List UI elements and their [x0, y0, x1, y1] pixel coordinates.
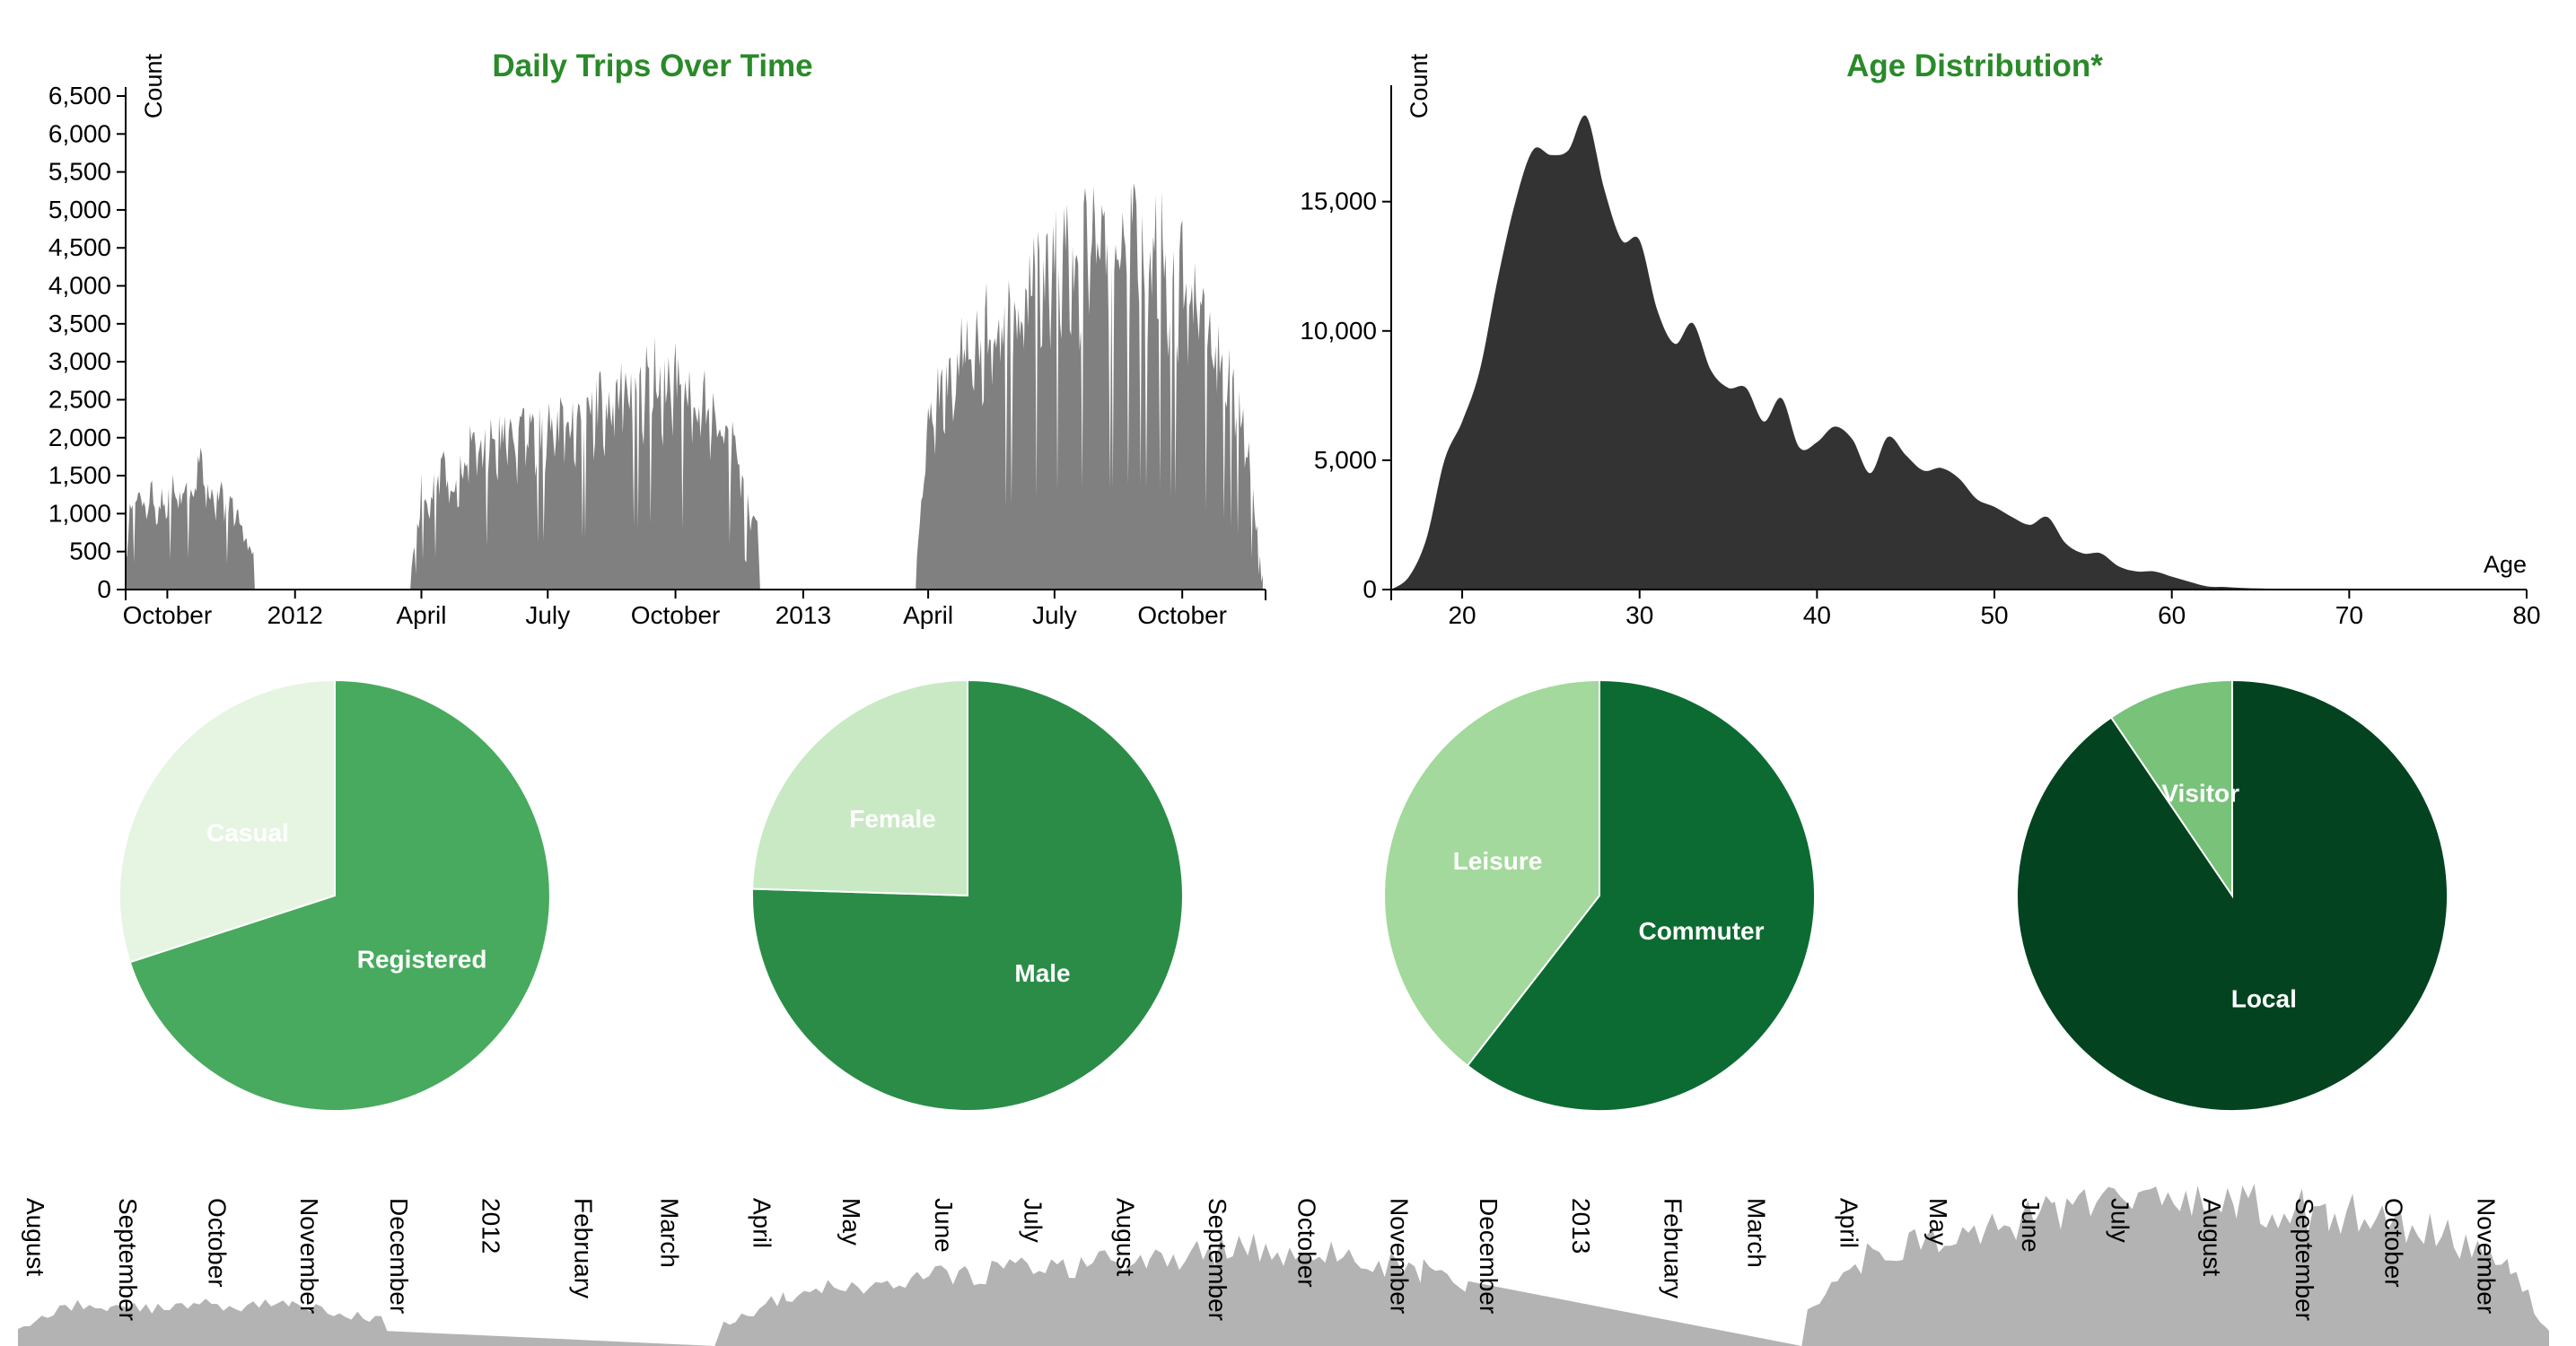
daily-x-tick-label: July — [1032, 601, 1077, 629]
daily-trips-y-axis: 0 500 1,000 1,500 2,000 2,500 3,000 3,500 4,000 4… — [48, 82, 126, 603]
daily-x-tick-label: 2013 — [775, 601, 831, 629]
timeline-month-label: October — [203, 1198, 231, 1288]
daily-y-tick-label: 3,500 — [48, 310, 111, 337]
age-x-tick-label: 40 — [1803, 601, 1831, 629]
age-x-tick-label: 30 — [1625, 601, 1653, 629]
pie-label-female: Female — [849, 805, 936, 833]
timeline-month-label: November — [2473, 1198, 2501, 1314]
pie-slice-commuter[interactable] — [1466, 678, 1817, 1112]
daily-y-tick-label: 0 — [97, 575, 111, 603]
daily-x-tick-label: October — [631, 601, 721, 629]
age-distribution-y-axis: 0 5,000 10,000 15,000 — [1300, 188, 1391, 603]
daily-x-tick-label: July — [525, 601, 570, 629]
timeline-month-label: August — [1111, 1198, 1139, 1276]
pie-label-visitor: Visitor — [2161, 779, 2239, 807]
daily-trips-chart: Daily Trips Over Time Count 0 500 1,000 1,5… — [48, 48, 1266, 629]
age-y-tick-label: 5,000 — [1314, 446, 1377, 474]
age-distribution-x-axis-label: Age — [2484, 551, 2527, 578]
pie-slice-casual[interactable] — [118, 678, 336, 964]
timeline-month-label: November — [295, 1198, 323, 1314]
daily-x-tick-label: October — [123, 601, 213, 629]
daily-trips-title: Daily Trips Over Time — [492, 48, 812, 83]
pie-slice-leisure[interactable] — [1383, 678, 1600, 1068]
daily-y-tick-label: 4,000 — [48, 272, 111, 300]
daily-y-tick-label: 500 — [69, 538, 111, 565]
timeline-month-label: March — [1743, 1198, 1771, 1268]
daily-trips-y-axis-label: Count — [140, 54, 167, 119]
age-y-tick-label: 0 — [1362, 575, 1377, 603]
daily-y-tick-label: 4,500 — [48, 233, 111, 261]
timeline-month-label: February — [570, 1198, 598, 1298]
daily-trips-x-axis: October 2012 April July October 2013 April July… — [123, 590, 1266, 629]
timeline-month-label: December — [385, 1198, 413, 1314]
timeline-month-labels: August September October November December 20… — [22, 1198, 2501, 1321]
timeline-month-label: February — [1660, 1198, 1687, 1298]
pie-label-casual: Casual — [206, 819, 289, 847]
pie-slice-local[interactable] — [2016, 678, 2449, 1112]
age-x-tick-label: 50 — [1980, 601, 2008, 629]
pie-label-local: Local — [2231, 985, 2297, 1013]
daily-x-tick-label: April — [903, 601, 953, 629]
age-distribution-x-axis: 20 30 40 50 60 70 80 — [1390, 590, 2541, 629]
timeline-month-label: July — [2106, 1198, 2134, 1243]
timeline-month-label: October — [1293, 1198, 1321, 1288]
pie-label-commuter: Commuter — [1638, 917, 1764, 945]
trip-purpose-pie-chart[interactable]: Commuter Leisure — [1383, 678, 1817, 1112]
timeline-brush[interactable]: August September October November December 20… — [18, 1184, 2549, 1346]
daily-y-tick-label: 5,000 — [48, 196, 111, 223]
timeline-brush-area[interactable] — [18, 1184, 2549, 1346]
timeline-month-label: September — [2291, 1198, 2318, 1321]
residency-pie-chart[interactable]: Local Visitor — [2016, 678, 2449, 1112]
daily-x-tick-label: 2012 — [267, 601, 323, 629]
timeline-month-label: December — [1475, 1198, 1503, 1314]
daily-x-tick-label: October — [1137, 601, 1227, 629]
age-x-tick-label: 60 — [2158, 601, 2186, 629]
pie-label-male: Male — [1014, 959, 1070, 987]
timeline-month-label: October — [2380, 1198, 2408, 1288]
daily-y-tick-label: 6,500 — [48, 82, 111, 109]
age-x-tick-label: 80 — [2512, 601, 2540, 629]
timeline-month-label: 2012 — [478, 1198, 505, 1254]
age-y-tick-label: 15,000 — [1300, 188, 1377, 215]
daily-y-tick-label: 3,000 — [48, 347, 111, 375]
timeline-month-label: July — [1019, 1198, 1047, 1243]
pie-slice-female[interactable] — [751, 678, 968, 897]
pie-label-registered: Registered — [357, 946, 487, 974]
age-distribution-y-axis-label: Count — [1406, 54, 1433, 119]
timeline-month-label: June — [2017, 1198, 2045, 1253]
age-distribution-title: Age Distribution* — [1846, 48, 2103, 83]
age-y-tick-label: 10,000 — [1300, 317, 1377, 345]
daily-y-tick-label: 5,500 — [48, 158, 111, 186]
age-x-tick-label: 70 — [2335, 601, 2363, 629]
age-distribution-chart: Age Distribution* Count Age 0 5,000 10,000… — [1300, 48, 2540, 629]
timeline-month-label: 2013 — [1567, 1198, 1595, 1254]
age-distribution-area — [1391, 115, 2527, 590]
daily-y-tick-label: 2,500 — [48, 385, 111, 413]
daily-y-tick-label: 1,000 — [48, 499, 111, 527]
timeline-month-label: November — [1386, 1198, 1414, 1314]
daily-trips-area — [126, 183, 1263, 590]
daily-x-tick-label: April — [396, 601, 446, 629]
pie-label-leisure: Leisure — [1453, 847, 1543, 875]
timeline-month-label: August — [22, 1198, 49, 1276]
pie-slice-visitor[interactable] — [2109, 678, 2233, 899]
timeline-month-label: August — [2198, 1198, 2226, 1276]
timeline-month-label: June — [930, 1198, 958, 1253]
pie-slice-registered[interactable] — [128, 678, 551, 1112]
timeline-month-label: May — [1924, 1198, 1952, 1245]
user-type-pie-chart[interactable]: Registered Casual — [118, 678, 551, 1112]
daily-y-tick-label: 1,500 — [48, 461, 111, 489]
daily-y-tick-label: 6,000 — [48, 119, 111, 147]
timeline-month-label: September — [1204, 1198, 1231, 1321]
timeline-month-label: May — [837, 1198, 865, 1245]
age-x-tick-label: 20 — [1448, 601, 1476, 629]
timeline-month-label: September — [114, 1198, 142, 1321]
timeline-month-label: April — [749, 1198, 776, 1248]
timeline-month-label: April — [1836, 1198, 1863, 1248]
timeline-month-label: March — [656, 1198, 684, 1268]
daily-y-tick-label: 2,000 — [48, 424, 111, 451]
gender-pie-chart[interactable]: Male Female — [751, 678, 1184, 1112]
